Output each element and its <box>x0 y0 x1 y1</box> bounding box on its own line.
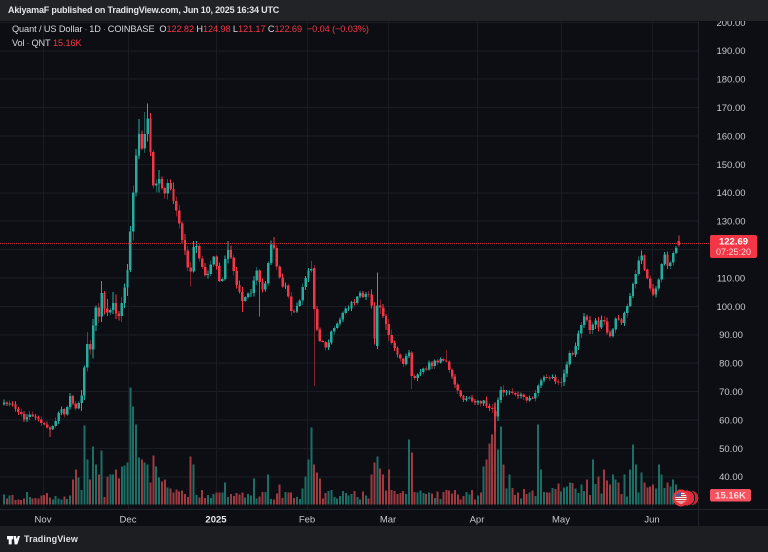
svg-text:160.00: 160.00 <box>716 131 745 142</box>
svg-text:130.00: 130.00 <box>716 217 745 228</box>
svg-text:200.00: 200.00 <box>716 18 745 29</box>
svg-text:Apr: Apr <box>470 515 485 526</box>
svg-text:07:25:20: 07:25:20 <box>716 247 751 257</box>
svg-text:Dec: Dec <box>120 515 137 526</box>
svg-text:50.00: 50.00 <box>719 444 743 455</box>
svg-text:122.69: 122.69 <box>719 237 748 248</box>
svg-text:Feb: Feb <box>299 515 315 526</box>
svg-text:110.00: 110.00 <box>717 273 745 284</box>
svg-text:40.00: 40.00 <box>719 472 743 483</box>
svg-text:May: May <box>552 515 570 526</box>
svg-text:15.16K: 15.16K <box>715 491 746 502</box>
svg-text:150.00: 150.00 <box>716 160 745 171</box>
svg-text:100.00: 100.00 <box>716 302 745 313</box>
svg-text:140.00: 140.00 <box>716 188 745 199</box>
svg-text:60.00: 60.00 <box>719 415 743 426</box>
svg-text:180.00: 180.00 <box>716 75 745 86</box>
svg-text:80.00: 80.00 <box>719 359 743 370</box>
svg-text:70.00: 70.00 <box>719 387 743 398</box>
svg-text:90.00: 90.00 <box>719 330 743 341</box>
svg-text:190.00: 190.00 <box>716 46 745 57</box>
svg-text:Jun: Jun <box>644 515 659 526</box>
svg-text:2025: 2025 <box>205 515 227 526</box>
svg-text:Nov: Nov <box>35 515 52 526</box>
svg-text:Mar: Mar <box>380 515 396 526</box>
svg-text:170.00: 170.00 <box>716 103 745 114</box>
